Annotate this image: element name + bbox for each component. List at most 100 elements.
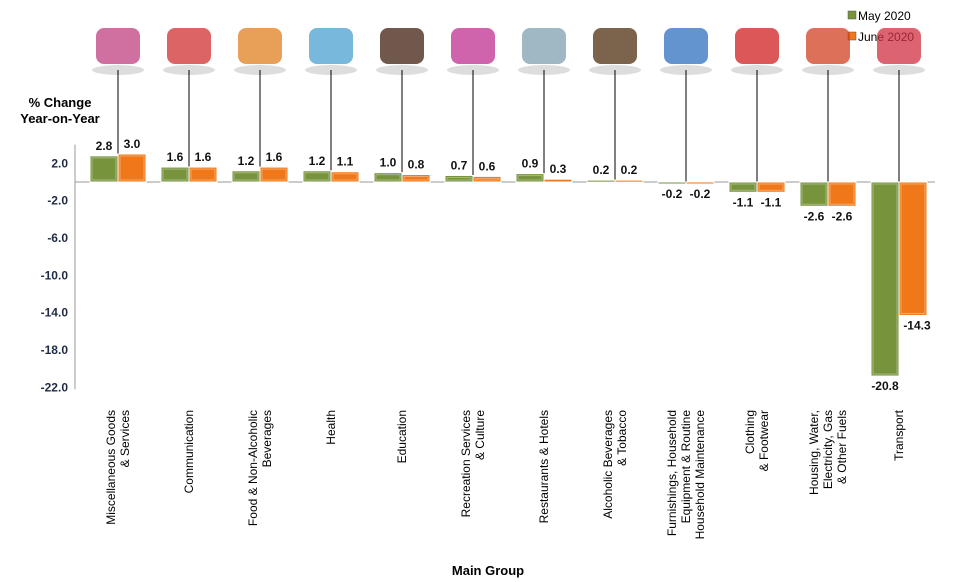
bottles-icon — [589, 28, 641, 75]
category-label: Electricity, Gas — [821, 410, 835, 489]
data-label: 1.2 — [309, 154, 326, 168]
bar-bevel — [474, 177, 500, 181]
bar-bevel — [446, 176, 472, 181]
bar-june — [330, 171, 360, 183]
y-axis-title: % Change — [29, 95, 92, 110]
data-label: -2.6 — [832, 209, 853, 223]
bar-bevel — [304, 172, 330, 181]
category-label: Housing, Water, — [807, 410, 821, 495]
bar-june — [827, 181, 857, 207]
y-tick-label: -18.0 — [41, 343, 69, 357]
bar-may — [515, 173, 545, 183]
bar-bevel — [261, 168, 287, 181]
y-axis-title: Year-on-Year — [20, 111, 100, 126]
category-label: Education — [395, 410, 409, 463]
bar-june — [401, 174, 431, 183]
data-label: -0.2 — [662, 187, 683, 201]
category-label: Communication — [182, 410, 196, 493]
clothing-icon — [731, 28, 783, 75]
data-label: 0.7 — [451, 158, 468, 172]
data-label: 1.6 — [266, 150, 283, 164]
bar-bevel — [801, 183, 827, 205]
data-label: -2.6 — [804, 209, 825, 223]
category-label: Clothing — [743, 410, 757, 454]
data-label: 1.6 — [167, 150, 184, 164]
data-label: -1.1 — [733, 195, 754, 209]
category-label: & Services — [118, 410, 132, 467]
y-tick-label: -10.0 — [41, 268, 69, 282]
bar-may — [373, 172, 403, 183]
washing-machine-furniture-icon — [660, 28, 712, 75]
data-label: 3.0 — [124, 137, 141, 151]
house-power-icon — [802, 28, 854, 75]
bar-may — [89, 155, 119, 183]
category-label: Transport — [892, 409, 906, 461]
category-label: Food & Non-Alcoholic — [246, 410, 260, 526]
bar-may — [870, 181, 900, 377]
phone-delivery-icon — [163, 28, 215, 75]
legend-swatch — [847, 10, 857, 20]
data-label: 1.1 — [337, 155, 354, 169]
y-tick-label: -6.0 — [47, 231, 68, 245]
data-label: -20.8 — [871, 379, 899, 393]
bar-bevel — [900, 183, 926, 314]
bar-bevel — [91, 157, 117, 181]
data-label: -0.2 — [690, 187, 711, 201]
food-basket-icon — [234, 28, 286, 75]
y-tick-label: -14.0 — [41, 306, 69, 320]
bar-may — [799, 181, 829, 207]
car-train-plane-icon — [873, 28, 925, 75]
bar-bevel — [375, 174, 401, 181]
category-label: & Tobacco — [615, 410, 629, 466]
x-axis-title: Main Group — [452, 563, 524, 578]
bar-june — [117, 153, 147, 183]
y-tick-label: -2.0 — [47, 194, 68, 208]
hotel-building-icon — [518, 28, 570, 75]
category-label: Beverages — [260, 410, 274, 467]
data-label: 0.6 — [479, 159, 496, 173]
data-label: 0.9 — [522, 157, 539, 171]
legend-label: May 2020 — [858, 9, 911, 23]
bar-bevel — [403, 176, 429, 181]
y-tick-label: -22.0 — [41, 380, 69, 394]
bar-bevel — [119, 155, 145, 181]
data-label: 0.2 — [593, 163, 610, 177]
category-label: & Other Fuels — [835, 410, 849, 484]
books-graduation-cap-icon — [376, 28, 428, 75]
bar-bevel — [190, 168, 216, 181]
category-label: Recreation Services — [459, 410, 473, 517]
data-label: 1.6 — [195, 150, 212, 164]
bar-june — [259, 166, 289, 183]
y-tick-label: 2.0 — [51, 156, 68, 170]
data-label: -14.3 — [903, 318, 931, 332]
guitar-toys-icon — [447, 28, 499, 75]
bar-june — [898, 181, 928, 316]
data-label: 2.8 — [96, 139, 113, 153]
category-label: & Footwear — [757, 410, 771, 471]
category-label: Restaurants & Hotels — [537, 410, 551, 523]
bar-may — [444, 174, 474, 183]
bar-bevel — [162, 168, 188, 181]
bar-bevel — [233, 172, 259, 181]
bar-bevel — [872, 183, 898, 375]
bar-june — [472, 175, 502, 183]
category-label: & Culture — [473, 410, 487, 460]
category-label: Equipment & Routine — [679, 410, 693, 524]
bar-june — [685, 181, 715, 185]
data-label: 0.8 — [408, 158, 425, 172]
shopping-bags-icon — [92, 28, 144, 75]
data-label: -1.1 — [761, 195, 782, 209]
bar-june — [543, 178, 573, 183]
data-label: 0.3 — [550, 162, 567, 176]
bar-bevel — [758, 183, 784, 191]
bar-may — [586, 179, 616, 183]
bar-june — [188, 166, 218, 183]
bar-june — [756, 181, 786, 193]
data-label: 0.2 — [621, 163, 638, 177]
category-label: Alcoholic Beverages — [601, 410, 615, 519]
bar-bevel — [517, 175, 543, 181]
bar-bevel — [829, 183, 855, 205]
bar-bevel — [730, 183, 756, 191]
